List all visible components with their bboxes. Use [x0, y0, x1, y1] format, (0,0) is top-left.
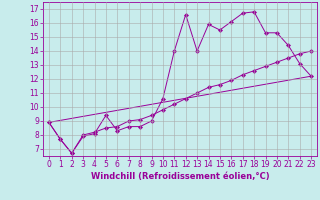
X-axis label: Windchill (Refroidissement éolien,°C): Windchill (Refroidissement éolien,°C)	[91, 172, 269, 181]
